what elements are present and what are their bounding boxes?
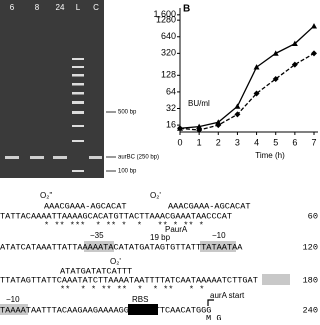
- y-tick-label: 1280: [156, 15, 176, 25]
- gel-panel: 6 8 24 L C 500 bp aurBC (250 bp) 100 bp: [0, 0, 159, 178]
- motif: AAACGAAA-AGCACAT: [44, 201, 127, 211]
- promoter-label: PaurA: [165, 225, 188, 234]
- seq-line: ATATCATAAATTATTAAAAATACATATGATAGTGTTATTT…: [0, 242, 243, 252]
- y-tick-label: 32: [166, 103, 176, 113]
- seq-pos: 180: [303, 275, 318, 285]
- x-tick-label: 2: [216, 137, 221, 147]
- x-tick-label: 3: [235, 137, 240, 147]
- data-point: [177, 125, 183, 132]
- motif: ATATGATATCATTT: [60, 266, 132, 276]
- amino-acids: M G: [206, 313, 221, 320]
- box-label: −10: [6, 295, 20, 304]
- stars: * ** *** * ** * * ** * ** *: [44, 220, 204, 230]
- growth-chart: B BU/ml Time (h) 16326412832064012801,60…: [153, 4, 318, 160]
- data-point: [272, 75, 279, 82]
- seq-line: TAAAATAATTTACAAGAAGAAAAGGAGGTGTTCAACATGG…: [0, 305, 211, 315]
- y-tick-label: 1,600: [153, 9, 176, 19]
- data-point: [215, 122, 222, 129]
- x-tick-label: 5: [273, 137, 278, 147]
- stars: ** * * ** ** * * ** * *: [60, 284, 204, 294]
- x-tick-label: 1: [197, 137, 202, 147]
- operator-label: O₂'': [40, 191, 53, 200]
- x-axis-label: Time (h): [255, 151, 285, 160]
- operator-label: O₂': [150, 191, 161, 200]
- data-point: [196, 127, 203, 134]
- lane-label: 8: [35, 3, 40, 12]
- y-tick-label: 640: [161, 31, 176, 41]
- lane-label: L: [76, 3, 81, 12]
- sequence-panel: O₂'' O₂' AAACGAAA-AGCACAT AAACGAAA-AGCAC…: [0, 191, 318, 323]
- gel-bands: [5, 156, 102, 159]
- lane-label: 24: [56, 3, 65, 12]
- panel-label: B: [183, 4, 190, 15]
- start-label: aurA start: [210, 291, 245, 300]
- seq-line: TATTACAAAATTAAAAGCACATGTTACTTAAACGAAATAA…: [0, 211, 232, 221]
- data-point: [291, 61, 298, 68]
- y-tick-label: 128: [161, 70, 176, 80]
- y-tick-label: 64: [166, 86, 176, 96]
- box-label: −35: [90, 231, 104, 240]
- data-point: [311, 23, 317, 29]
- data-point: [234, 111, 241, 118]
- data-point: [311, 50, 317, 57]
- data-point: [253, 64, 260, 70]
- data-point: [215, 119, 222, 125]
- data-point: [196, 123, 203, 130]
- seq-pos: 120: [303, 242, 318, 252]
- x-tick-label: 6: [292, 137, 297, 147]
- x-tick-label: 7: [311, 137, 316, 147]
- y-tick-label: 320: [161, 48, 176, 58]
- rbs-label: RBS: [132, 295, 148, 304]
- marker-label: 100 bp: [118, 169, 137, 175]
- marker-label: aurBC (250 bp): [118, 155, 159, 161]
- box-label: −10: [212, 231, 226, 240]
- marker-label: 500 bp: [118, 110, 137, 116]
- seq-pos: 60: [308, 211, 318, 221]
- data-point: [272, 50, 279, 56]
- data-point: [291, 40, 298, 47]
- operator-label: O₂': [110, 257, 121, 266]
- spacer-label: 19 bp: [150, 233, 171, 242]
- x-tick-label: 0: [177, 137, 182, 147]
- series-line: [179, 25, 315, 129]
- series-line: [179, 52, 315, 131]
- y-tick-label: 16: [166, 119, 176, 129]
- seq-pos: 240: [303, 305, 318, 315]
- lane-label: 6: [10, 3, 15, 12]
- x-tick-label: 4: [254, 137, 259, 147]
- lane-label: C: [93, 3, 99, 12]
- gel: [0, 0, 104, 178]
- seq-line: TTATAGTTATTCAAATATCTTAAAATAATTTTATCAATAA…: [0, 275, 258, 285]
- motif: AAACGAAA-AGCACAT: [168, 201, 251, 211]
- data-point: [253, 90, 260, 97]
- y-axis-label: BU/ml: [188, 99, 210, 108]
- data-point: [234, 103, 241, 109]
- ladder: [72, 58, 84, 172]
